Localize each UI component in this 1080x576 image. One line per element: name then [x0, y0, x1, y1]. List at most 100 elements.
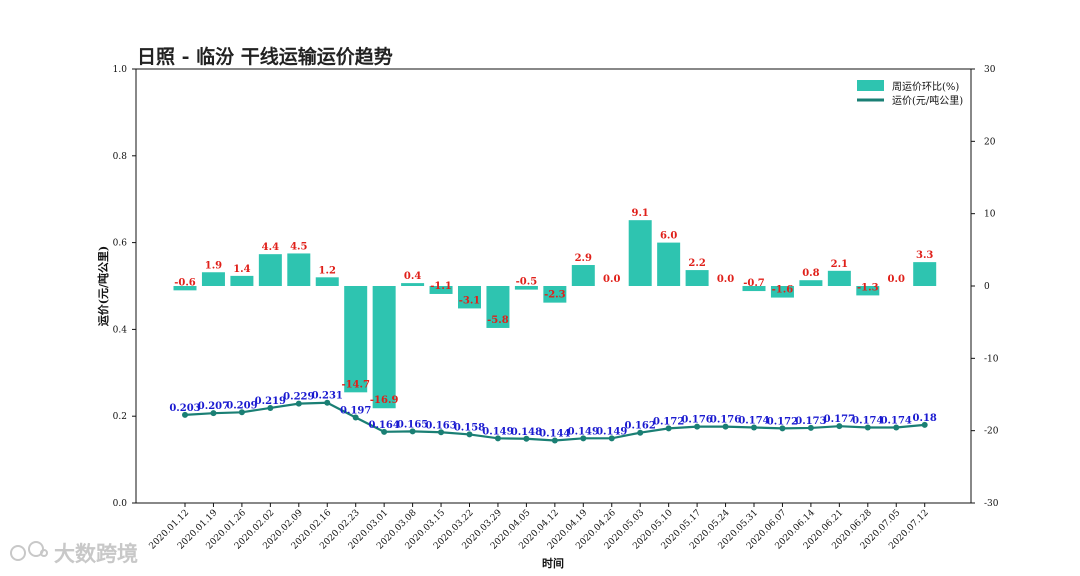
- line-point: [352, 414, 359, 421]
- line-point: [238, 409, 245, 416]
- bar-data-label: 0.4: [404, 271, 421, 282]
- bar-data-label: -1.3: [857, 282, 879, 293]
- bar-data-label: 0.0: [717, 274, 734, 285]
- bar: [685, 270, 709, 286]
- line-point: [523, 435, 530, 442]
- bar-data-label: 2.9: [575, 253, 592, 264]
- bar: [571, 265, 595, 286]
- bar: [258, 254, 282, 286]
- line-point: [921, 421, 928, 428]
- line-data-label: 0.163: [425, 420, 456, 431]
- line-data-label: 0.172: [767, 416, 798, 427]
- bar: [543, 286, 567, 303]
- bar: [742, 286, 766, 292]
- bar-data-label: 0.0: [603, 274, 620, 285]
- y2-tick-label: -10: [984, 354, 999, 364]
- line-data-label: 0.229: [283, 392, 314, 403]
- watermark-logo-icon: [10, 541, 48, 561]
- bar: [827, 270, 851, 286]
- bar: [486, 286, 510, 328]
- bar-data-label: 4.5: [290, 241, 307, 252]
- watermark: 大数跨境: [10, 541, 138, 566]
- y2-tick-label: 0: [984, 282, 990, 292]
- y2-tick-label: -20: [984, 427, 999, 437]
- line-point: [836, 423, 843, 430]
- bar: [799, 280, 823, 286]
- y-tick-label: 0.8: [113, 152, 128, 162]
- line-point: [438, 429, 445, 436]
- bar: [401, 283, 425, 286]
- line-point: [893, 424, 900, 431]
- bar: [287, 253, 311, 286]
- bar-data-label: 9.1: [631, 208, 648, 219]
- bar-data-label: 6.0: [660, 231, 677, 242]
- bar: [657, 242, 681, 286]
- line-point: [637, 429, 644, 436]
- line-data-label: 0.173: [795, 416, 826, 427]
- line-point: [210, 410, 217, 417]
- y2-tick-label: -30: [984, 499, 999, 509]
- bar: [429, 286, 453, 294]
- bar-data-label: 4.4: [262, 242, 279, 253]
- bar-data-label: 2.2: [688, 258, 705, 269]
- y2-tick-label: 20: [984, 137, 996, 147]
- y-tick-label: 0.2: [113, 412, 127, 422]
- line-point: [722, 423, 729, 430]
- line-data-label: 0.149: [568, 426, 599, 437]
- bar: [458, 286, 481, 309]
- line-point: [779, 425, 786, 432]
- line-data-label: 0.209: [226, 400, 257, 411]
- line-point: [608, 435, 615, 442]
- line-data-label: 0.148: [511, 427, 542, 438]
- line-data-label: 0.203: [169, 403, 200, 414]
- line-point: [267, 404, 274, 411]
- line-data-label: 0.149: [596, 426, 627, 437]
- bar-data-label: 1.4: [233, 264, 250, 275]
- bar: [913, 262, 937, 286]
- line-point: [694, 423, 701, 430]
- line-data-label: 0.219: [255, 396, 286, 407]
- y-tick-label: 0.0: [113, 499, 128, 509]
- line-data-label: 0.174: [852, 415, 883, 426]
- bar: [230, 275, 254, 286]
- line-point: [409, 428, 416, 435]
- watermark-text: 大数跨境: [54, 542, 138, 566]
- line-data-label: 0.174: [881, 415, 912, 426]
- axes: 0.00.20.40.60.81.0-30-20-1001020302020.0…: [113, 65, 999, 552]
- y-tick-label: 0.4: [113, 325, 128, 335]
- y-axis-label: 运价(元/吨公里): [96, 246, 110, 326]
- bar-data-label: 2.1: [831, 259, 848, 270]
- bar-data-label: 0.0: [888, 274, 905, 285]
- bar: [372, 286, 396, 409]
- line-point: [324, 399, 331, 406]
- line-data-label: 0.144: [539, 429, 570, 440]
- bar: [628, 220, 652, 286]
- bar-data-label: 0.8: [802, 268, 819, 279]
- line-point: [580, 435, 587, 442]
- bar-data-label: -5.8: [487, 315, 509, 326]
- bar: [344, 286, 368, 393]
- line-data-label: 0.197: [340, 406, 371, 417]
- bar: [201, 272, 225, 286]
- line-point: [665, 425, 672, 432]
- line-data-label: 0.231: [312, 391, 343, 402]
- line-data-label: 0.18: [913, 413, 937, 424]
- line-data-label: 0.149: [482, 426, 513, 437]
- x-axis-label: 时间: [542, 556, 564, 570]
- bar-data-label: 3.3: [916, 250, 933, 261]
- y-tick-label: 0.6: [113, 239, 128, 249]
- line-point: [381, 428, 388, 435]
- legend: 周运价环比(%)运价(元/吨公里): [857, 80, 963, 107]
- line-point: [551, 437, 558, 444]
- line-data-label: 0.207: [198, 401, 229, 412]
- chart-title: 日照 - 临汾 干线运输运价趋势: [137, 45, 393, 68]
- line-data-label: 0.158: [454, 422, 485, 433]
- bar-data-label: -0.5: [516, 277, 538, 288]
- line-data-label: 0.174: [738, 415, 769, 426]
- line-point: [494, 435, 501, 442]
- bar-data-label: -1.1: [430, 281, 452, 292]
- line-data-label: 0.176: [710, 415, 741, 426]
- y2-tick-label: 10: [984, 210, 996, 220]
